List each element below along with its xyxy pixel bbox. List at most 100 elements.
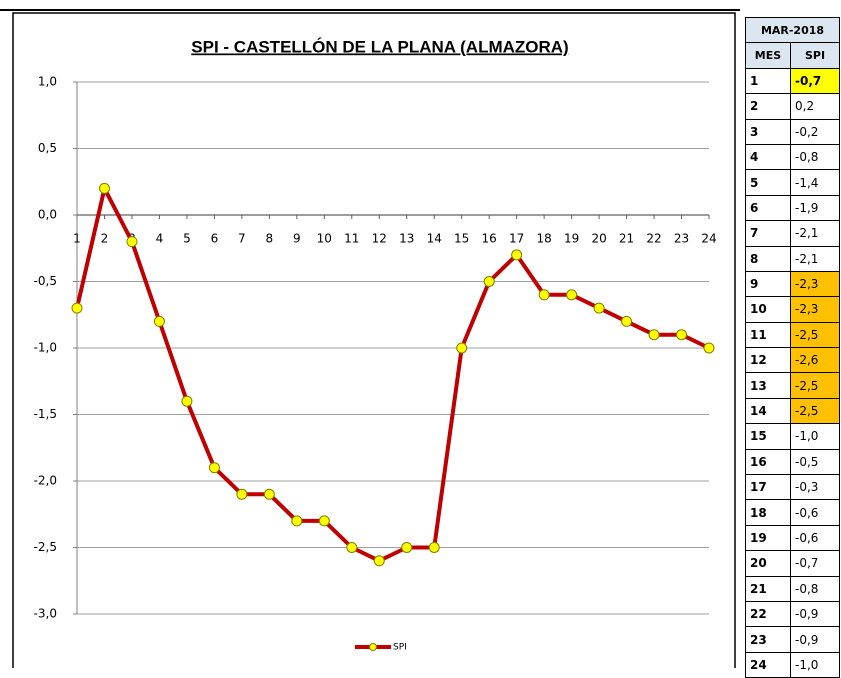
x-tick-label: 23 (674, 232, 689, 246)
y-tick-label: -1,5 (34, 407, 57, 421)
data-point (98, 182, 110, 194)
month-cell: 5 (745, 169, 791, 196)
spi-cell: -0,9 (790, 626, 840, 653)
month-cell: 4 (745, 143, 791, 171)
spi-cell: -0,3 (790, 474, 840, 501)
spi-cell: -0,7 (790, 550, 840, 577)
data-point (511, 249, 523, 261)
spi-cell: -1,0 (790, 423, 840, 450)
x-tick-label: 12 (372, 232, 387, 246)
y-tick-label: -0,5 (34, 274, 57, 288)
spi-cell: -0,7 (790, 67, 840, 95)
data-point (346, 542, 358, 553)
x-tick-label: 20 (591, 232, 606, 246)
spi-cell: -2,1 (790, 220, 840, 247)
legend-label: SPI (393, 643, 407, 653)
x-tick-label: 22 (646, 232, 661, 246)
month-cell: 7 (745, 220, 791, 247)
table-header: SPI (790, 42, 840, 69)
month-cell: 24 (745, 651, 791, 678)
data-point (401, 542, 413, 553)
month-cell: 23 (745, 626, 791, 653)
spi-cell: -0,6 (790, 524, 840, 552)
x-tick-label: 1 (73, 232, 81, 246)
table-row: 15 -1,0 (745, 423, 840, 450)
data-point (703, 342, 715, 354)
table-header: MES (745, 42, 791, 69)
spi-cell: 0,2 (790, 93, 840, 120)
table-row: 23 -0,9 (745, 626, 840, 653)
table-row: 11 -2,5 (745, 321, 840, 349)
x-tick-label: 13 (399, 232, 414, 246)
data-point (153, 315, 165, 327)
table-row: 24 -1,0 (745, 651, 840, 678)
month-cell: 6 (745, 194, 791, 222)
month-cell: 14 (745, 397, 791, 425)
table-row: 16 -0,5 (745, 448, 840, 476)
month-cell: 9 (745, 270, 791, 298)
table-row: 19 -0,6 (745, 524, 840, 552)
table-row: 14 -2,5 (745, 397, 840, 425)
data-point (71, 302, 83, 314)
spi-cell: -2,5 (790, 372, 840, 399)
data-point (291, 515, 303, 527)
x-tick-label: 5 (183, 232, 191, 246)
month-cell: 15 (745, 423, 791, 450)
x-tick-label: 17 (509, 232, 524, 246)
month-cell: 20 (745, 550, 791, 577)
table-row: 8 -2,1 (745, 245, 840, 272)
spi-cell: -1,0 (790, 651, 840, 678)
x-tick-label: 21 (619, 232, 634, 246)
x-tick-label: 2 (101, 232, 109, 246)
spi-cell: -0,5 (790, 448, 840, 476)
x-tick-label: 9 (293, 232, 301, 246)
y-tick-label: 1,0 (38, 75, 57, 89)
month-cell: 13 (745, 372, 791, 399)
chart: SPI - CASTELLÓN DE LA PLANA (ALMAZORA) -… (0, 9, 740, 668)
data-point (566, 289, 578, 301)
table-row: 13 -2,5 (745, 372, 840, 399)
data-point (538, 289, 550, 301)
spi-cell: -0,8 (790, 575, 840, 602)
data-point (648, 329, 660, 341)
data-point (428, 542, 440, 553)
table-row: 2 0,2 (745, 93, 840, 120)
table-row: 21 -0,8 (745, 575, 840, 602)
data-point (456, 342, 468, 354)
table-row: 6 -1,9 (745, 194, 840, 222)
table-row: 3 -0,2 (745, 118, 840, 145)
y-tick-label: 0,0 (38, 208, 57, 222)
table-row: 9 -2,3 (745, 270, 840, 298)
spi-cell: -2,5 (790, 321, 840, 349)
x-tick-label: 15 (454, 232, 469, 246)
spi-cell: -2,1 (790, 245, 840, 272)
table-row: 5 -1,4 (745, 169, 840, 196)
data-point (676, 329, 688, 341)
table-row: 10 -2,3 (745, 296, 840, 323)
spi-cell: -0,6 (790, 499, 840, 526)
chart-frame (12, 12, 736, 668)
month-cell: 12 (745, 347, 791, 374)
month-cell: 22 (745, 600, 791, 628)
month-cell: 18 (745, 499, 791, 526)
month-cell: 11 (745, 321, 791, 349)
month-cell: 3 (745, 118, 791, 145)
x-tick-label: 18 (536, 232, 551, 246)
data-point (621, 315, 633, 327)
spi-cell: -0,2 (790, 118, 840, 145)
x-tick-label: 14 (427, 232, 442, 246)
data-point (126, 236, 138, 248)
legend-marker (369, 643, 377, 651)
table-title: MAR-2018 (745, 16, 840, 44)
y-tick-label: -1,0 (34, 341, 57, 355)
y-tick-label: 0,5 (38, 141, 57, 155)
data-point (263, 488, 275, 500)
month-cell: 19 (745, 524, 791, 552)
x-tick-label: 11 (344, 232, 359, 246)
y-tick-label: -2,0 (34, 474, 57, 488)
data-point (318, 515, 330, 527)
spi-cell: -0,9 (790, 600, 840, 628)
y-tick-label: -3,0 (34, 607, 57, 621)
spi-cell: -2,3 (790, 270, 840, 298)
